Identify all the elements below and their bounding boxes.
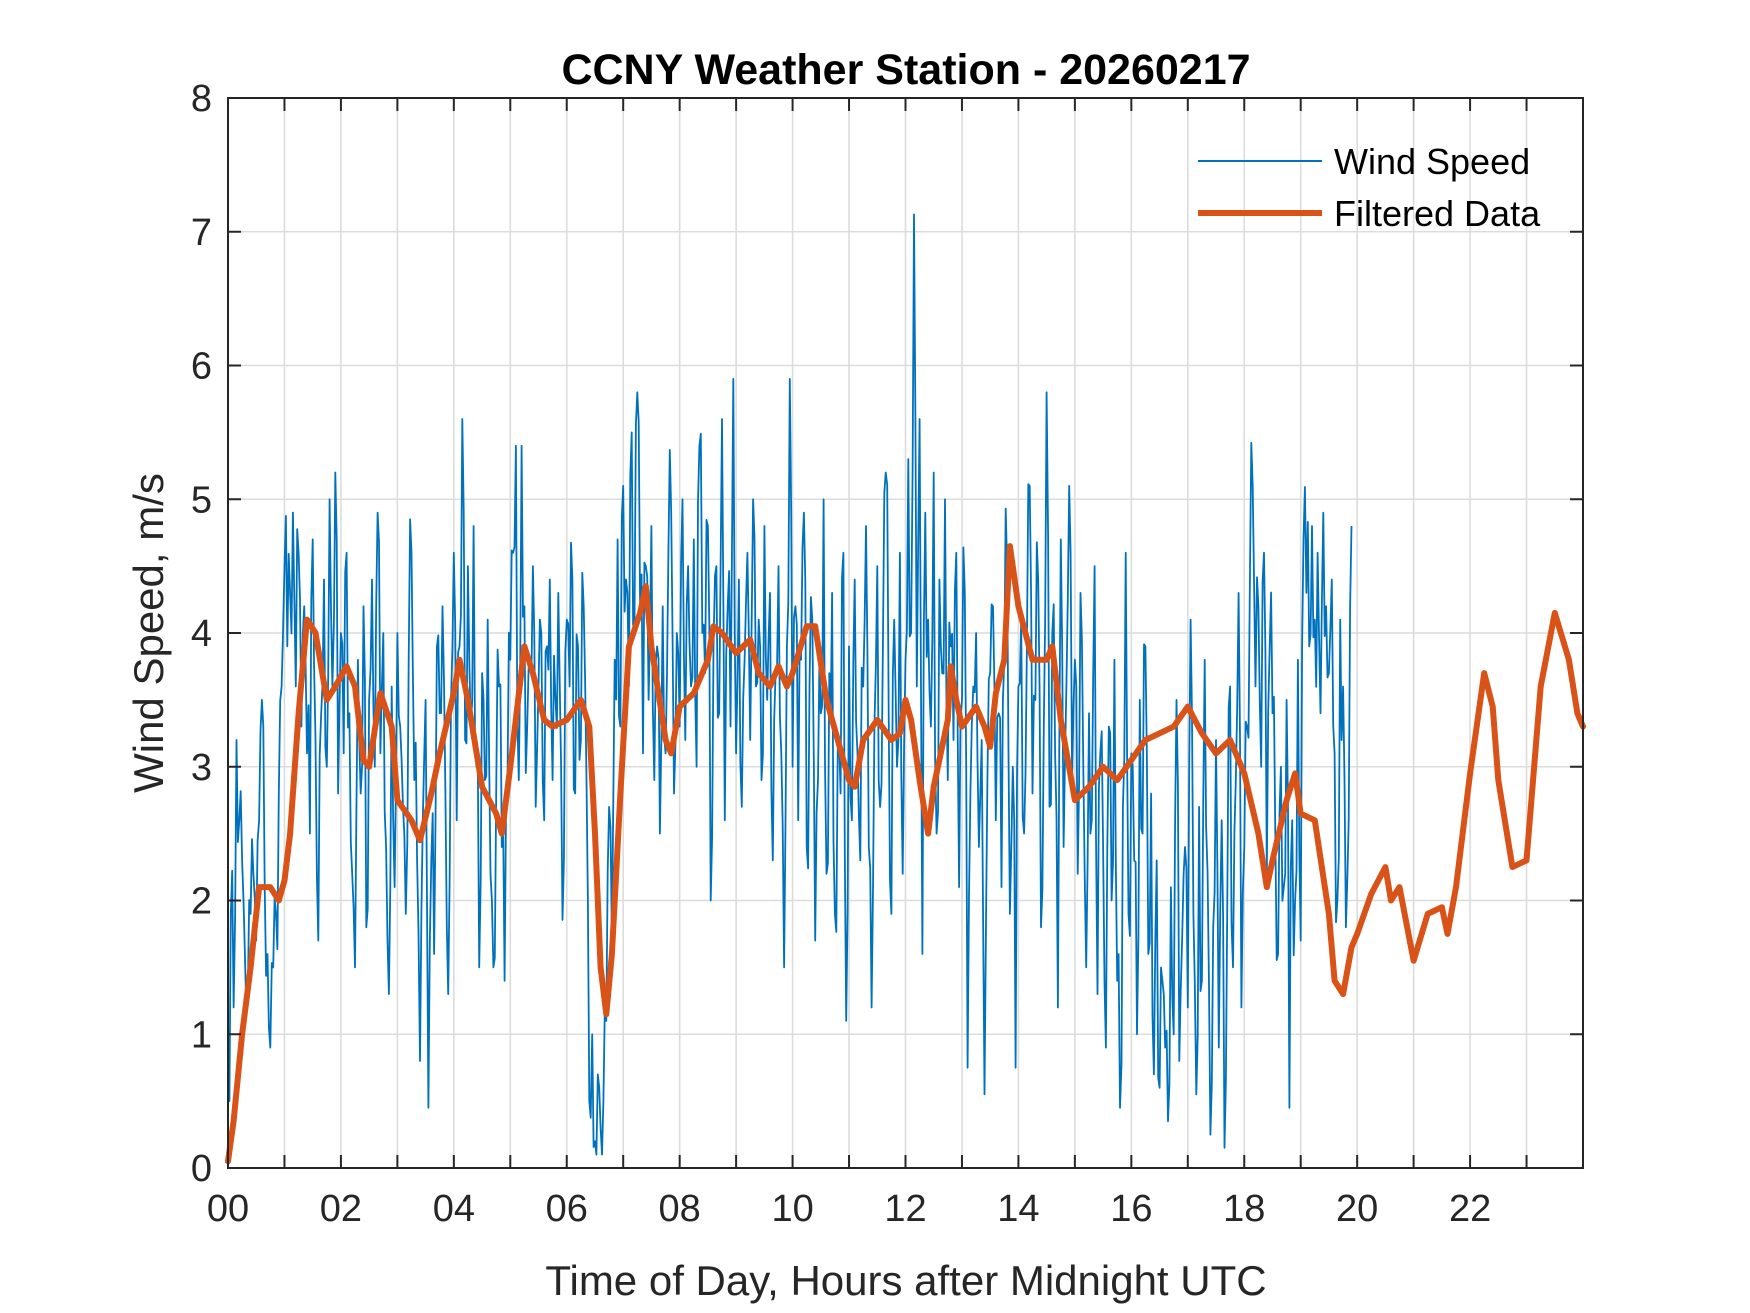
- y-tick-label: 1: [191, 1014, 212, 1056]
- x-tick-label: 08: [659, 1188, 701, 1230]
- x-tick-label: 16: [1110, 1188, 1152, 1230]
- axis-ticks: [228, 97, 1583, 1169]
- y-tick-label: 4: [191, 613, 212, 655]
- legend-label-filtered-data: Filtered Data: [1334, 193, 1541, 234]
- x-tick-label: 18: [1223, 1188, 1265, 1230]
- x-axis-label: Time of Day, Hours after Midnight UTC: [545, 1257, 1266, 1304]
- y-tick-label: 7: [191, 212, 212, 254]
- x-tick-label: 20: [1336, 1188, 1378, 1230]
- x-tick-label: 04: [433, 1188, 475, 1230]
- y-tick-label: 6: [191, 346, 212, 388]
- filtered-data-line: [225, 543, 1586, 1165]
- wind-speed-line: [227, 213, 1353, 1156]
- legend-label-wind-speed: Wind Speed: [1334, 141, 1530, 182]
- x-tick-label: 02: [320, 1188, 362, 1230]
- y-tick-labels: 0 1 2 3 4 5 6 7 8: [191, 78, 212, 1190]
- filtered-data-series: [225, 543, 1586, 1165]
- y-tick-label: 5: [191, 479, 212, 521]
- y-tick-label: 8: [191, 78, 212, 120]
- x-tick-label: 10: [771, 1188, 813, 1230]
- y-tick-label: 0: [191, 1148, 212, 1190]
- chart-title: CCNY Weather Station - 20260217: [561, 46, 1250, 94]
- y-tick-label: 2: [191, 881, 212, 923]
- x-tick-label: 14: [997, 1188, 1039, 1230]
- y-tick-label: 3: [191, 747, 212, 789]
- y-axis-label: Wind Speed, m/s: [125, 473, 172, 793]
- x-tick-labels: 00 02 04 06 08 10 12 14 16 18 20 22: [207, 1188, 1491, 1230]
- x-tick-label: 00: [207, 1188, 249, 1230]
- x-tick-label: 22: [1449, 1188, 1491, 1230]
- x-tick-label: 06: [546, 1188, 588, 1230]
- x-tick-label: 12: [884, 1188, 926, 1230]
- wind-speed-series: [227, 213, 1353, 1156]
- legend: Wind Speed Filtered Data: [1198, 141, 1541, 234]
